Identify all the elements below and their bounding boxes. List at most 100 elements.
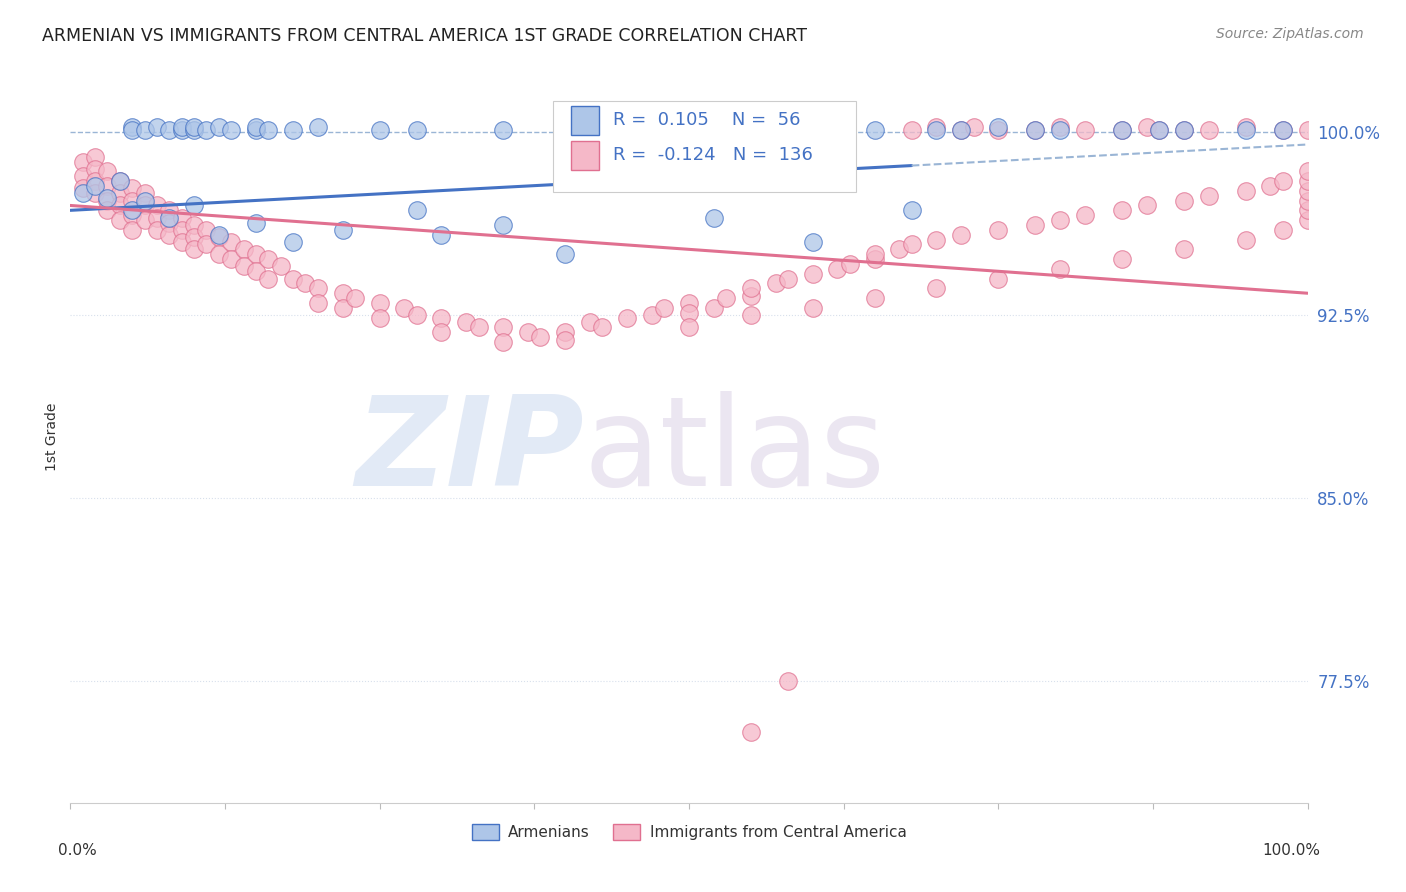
Point bbox=[208, 230, 231, 244]
Point bbox=[332, 301, 354, 315]
Point bbox=[84, 161, 107, 176]
Point bbox=[740, 725, 762, 739]
Point bbox=[838, 257, 860, 271]
Point bbox=[195, 237, 218, 252]
Point bbox=[1198, 188, 1220, 202]
Point bbox=[1049, 261, 1071, 276]
Point bbox=[1198, 123, 1220, 137]
Point bbox=[96, 191, 118, 205]
Point bbox=[183, 230, 205, 244]
Point bbox=[84, 150, 107, 164]
Point bbox=[863, 252, 886, 266]
Point bbox=[245, 123, 267, 137]
Point bbox=[456, 316, 478, 330]
Point bbox=[121, 194, 143, 208]
Point bbox=[529, 330, 551, 344]
Point bbox=[245, 264, 267, 278]
Point bbox=[740, 281, 762, 295]
Point bbox=[1260, 178, 1282, 193]
Point bbox=[108, 174, 131, 188]
Point bbox=[257, 271, 280, 285]
Point bbox=[245, 120, 267, 135]
Point bbox=[1296, 174, 1319, 188]
Point bbox=[1024, 123, 1046, 137]
Point bbox=[492, 320, 515, 334]
Point bbox=[183, 123, 205, 137]
Point bbox=[492, 123, 515, 137]
FancyBboxPatch shape bbox=[553, 101, 856, 192]
Point bbox=[157, 227, 180, 242]
Point bbox=[195, 223, 218, 237]
Point bbox=[219, 123, 242, 137]
Point bbox=[1074, 208, 1097, 222]
Point bbox=[1296, 123, 1319, 137]
Point bbox=[987, 123, 1010, 137]
Point bbox=[1296, 203, 1319, 218]
Point bbox=[1271, 123, 1294, 137]
Point bbox=[368, 296, 391, 310]
Point bbox=[121, 208, 143, 222]
Point bbox=[1074, 123, 1097, 137]
Point bbox=[84, 186, 107, 201]
Point bbox=[492, 218, 515, 232]
Point bbox=[108, 186, 131, 201]
Point bbox=[641, 308, 664, 322]
Point bbox=[170, 235, 193, 249]
Point bbox=[554, 247, 576, 261]
Point bbox=[801, 301, 824, 315]
Text: Source: ZipAtlas.com: Source: ZipAtlas.com bbox=[1216, 27, 1364, 41]
Text: ZIP: ZIP bbox=[356, 392, 583, 512]
Point bbox=[405, 123, 427, 137]
Point bbox=[1111, 203, 1133, 218]
Point bbox=[616, 310, 638, 325]
Point bbox=[1234, 184, 1257, 198]
Point bbox=[257, 123, 280, 137]
Point bbox=[183, 198, 205, 212]
Point bbox=[96, 203, 118, 218]
Point bbox=[307, 120, 329, 135]
Point bbox=[72, 181, 94, 195]
Point bbox=[863, 291, 886, 305]
Point bbox=[96, 178, 118, 193]
Point bbox=[678, 123, 700, 137]
Point bbox=[1271, 174, 1294, 188]
Point bbox=[1049, 213, 1071, 227]
Point bbox=[134, 123, 156, 137]
Point bbox=[183, 218, 205, 232]
Point bbox=[170, 223, 193, 237]
Point bbox=[108, 174, 131, 188]
Point bbox=[332, 286, 354, 301]
Point bbox=[950, 227, 973, 242]
Point bbox=[121, 181, 143, 195]
Point bbox=[1147, 123, 1170, 137]
Point bbox=[591, 120, 613, 135]
Point bbox=[121, 203, 143, 218]
Point bbox=[332, 223, 354, 237]
Y-axis label: 1st Grade: 1st Grade bbox=[45, 403, 59, 471]
Point bbox=[245, 215, 267, 229]
Point bbox=[1111, 123, 1133, 137]
Text: R =  -0.124   N =  136: R = -0.124 N = 136 bbox=[613, 146, 813, 164]
Point bbox=[146, 198, 169, 212]
Point bbox=[1234, 123, 1257, 137]
Point bbox=[1111, 252, 1133, 266]
Point bbox=[368, 310, 391, 325]
Point bbox=[678, 306, 700, 320]
Point bbox=[134, 194, 156, 208]
Point bbox=[281, 271, 304, 285]
Point bbox=[801, 235, 824, 249]
Point bbox=[134, 198, 156, 212]
Text: ARMENIAN VS IMMIGRANTS FROM CENTRAL AMERICA 1ST GRADE CORRELATION CHART: ARMENIAN VS IMMIGRANTS FROM CENTRAL AMER… bbox=[42, 27, 807, 45]
Point bbox=[1147, 123, 1170, 137]
Text: R =  0.105    N =  56: R = 0.105 N = 56 bbox=[613, 112, 801, 129]
Point bbox=[1296, 164, 1319, 178]
Point bbox=[863, 247, 886, 261]
Point bbox=[776, 673, 799, 688]
Point bbox=[591, 320, 613, 334]
Point bbox=[950, 123, 973, 137]
Point bbox=[84, 178, 107, 193]
Point bbox=[157, 203, 180, 218]
Point bbox=[467, 320, 489, 334]
Point bbox=[517, 325, 540, 339]
Point bbox=[740, 123, 762, 137]
